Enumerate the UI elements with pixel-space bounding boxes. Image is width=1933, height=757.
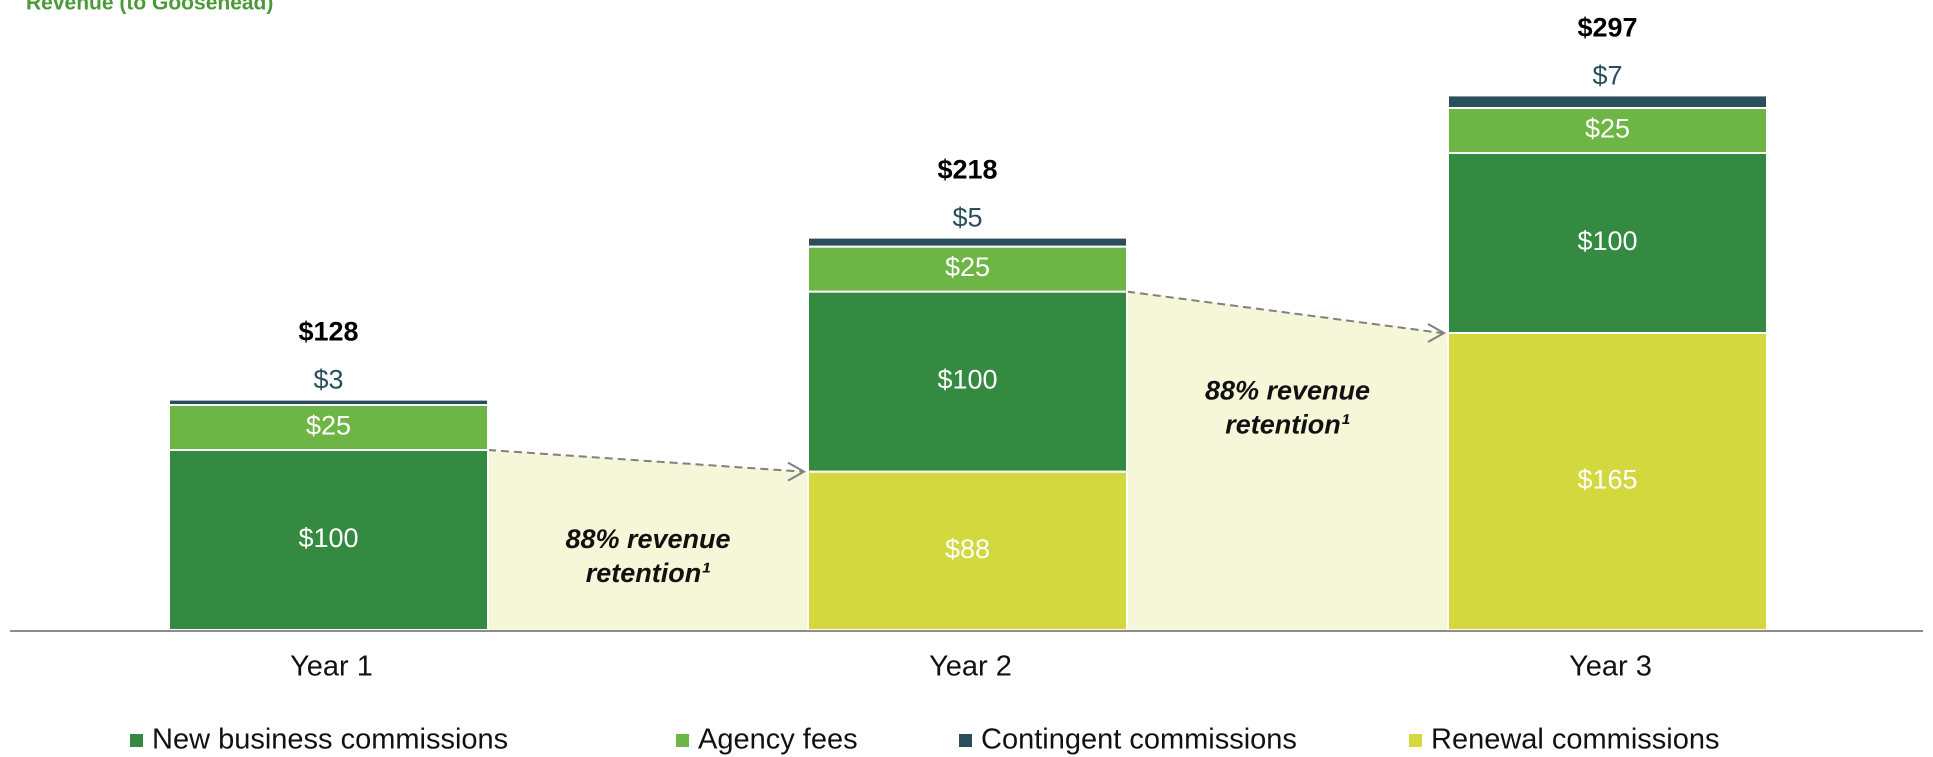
bar-segment	[1447, 94, 1768, 110]
total-label: $297	[1577, 13, 1637, 43]
legend-swatch	[130, 734, 143, 747]
x-tick-label: Year 1	[290, 651, 373, 683]
value-label: $25	[945, 252, 990, 282]
bar-segment	[1447, 152, 1768, 334]
bar-segment	[807, 470, 1128, 631]
arrow-head	[787, 461, 807, 482]
value-label: $100	[298, 523, 358, 553]
value-label: $25	[1585, 114, 1630, 144]
value-label: $7	[1592, 61, 1622, 91]
annotation: retention¹	[586, 558, 711, 588]
bar-segment	[168, 398, 489, 407]
annotation: 88% revenue	[1205, 375, 1370, 405]
bar-segment	[1447, 107, 1768, 154]
value-label: $100	[1577, 226, 1637, 256]
value-label: $5	[952, 203, 982, 233]
legend-label: Renewal commissions	[1431, 724, 1720, 756]
x-tick-label: Year 2	[929, 651, 1012, 683]
value-label: $100	[937, 365, 997, 395]
legend-label: New business commissions	[152, 724, 508, 756]
bar-segment	[807, 290, 1128, 473]
legend-swatch	[676, 734, 689, 747]
value-label: $88	[945, 534, 990, 564]
retention-arrow	[1126, 290, 1443, 334]
total-label: $218	[937, 155, 997, 185]
retention-arrow	[487, 449, 803, 473]
value-label: $3	[313, 365, 343, 395]
value-label: $25	[306, 411, 351, 441]
annotation: 88% revenue	[565, 524, 730, 554]
bar-segment	[807, 236, 1128, 248]
arrow-head	[1427, 323, 1447, 343]
legend-swatch	[1409, 734, 1422, 747]
value-label: $165	[1577, 465, 1637, 495]
total-label: $128	[298, 317, 358, 347]
legend-swatch	[959, 734, 972, 747]
x-tick-label: Year 3	[1569, 651, 1652, 683]
retention-band	[1127, 291, 1448, 630]
legend-label: Contingent commissions	[981, 724, 1297, 756]
annotation: retention¹	[1225, 409, 1350, 439]
bar-segment	[807, 245, 1128, 293]
bar-segment	[168, 449, 489, 631]
legend-label: Agency fees	[698, 724, 858, 756]
chart-title: Revenue (to Goosehead)	[26, 0, 273, 15]
retention-band	[488, 450, 808, 630]
bar-segment	[168, 404, 489, 451]
